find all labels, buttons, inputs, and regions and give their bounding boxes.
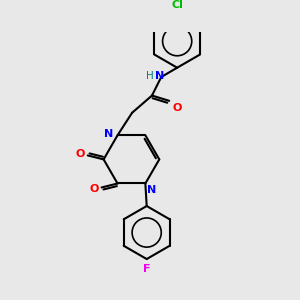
Text: N: N [147,185,156,195]
Text: F: F [143,264,150,274]
Text: N: N [155,71,165,81]
Text: Cl: Cl [171,0,183,10]
Text: O: O [89,184,98,194]
Text: H: H [146,71,154,81]
Text: O: O [172,103,182,113]
Text: N: N [103,129,113,139]
Text: O: O [75,149,85,159]
